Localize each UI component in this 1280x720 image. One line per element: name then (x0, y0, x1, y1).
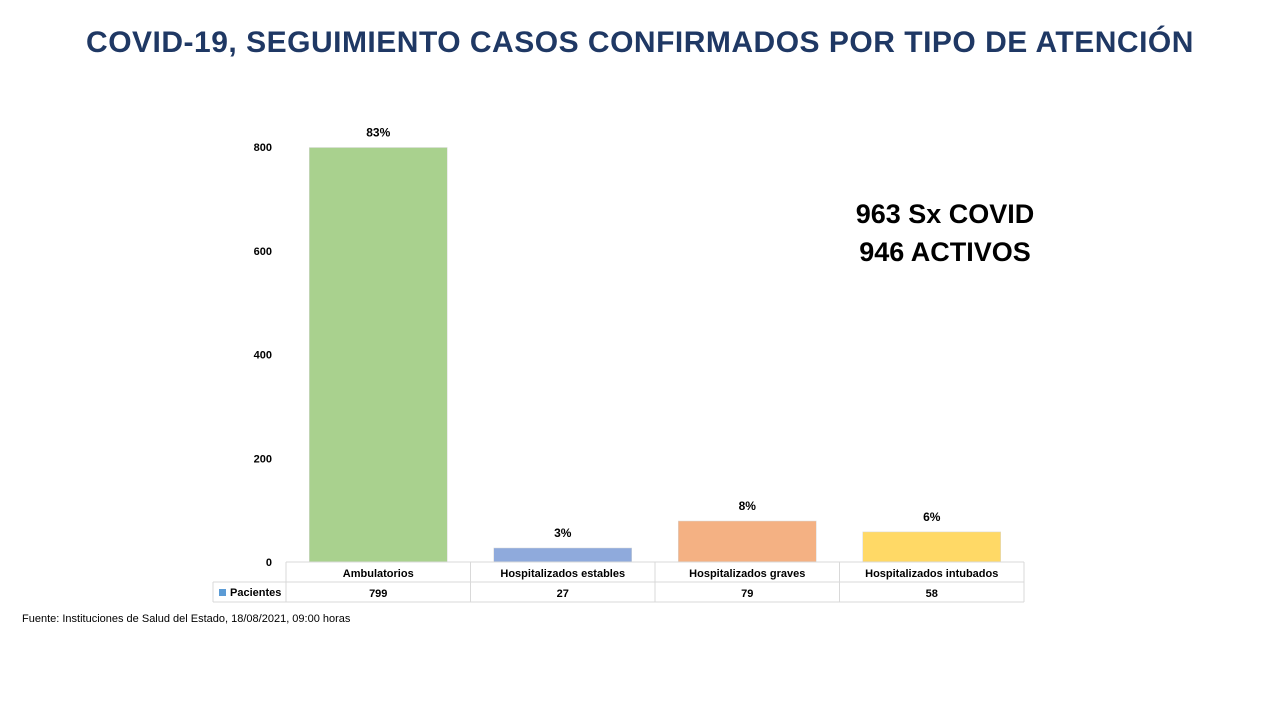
y-tick-label: 600 (254, 246, 272, 258)
data-label: 83% (366, 126, 390, 140)
table-value: 27 (557, 588, 569, 600)
y-tick-label: 0 (266, 557, 272, 569)
category-label: Hospitalizados intubados (865, 568, 998, 580)
category-label: Hospitalizados estables (500, 568, 625, 580)
bar (493, 547, 632, 563)
summary-active-cases: 946 ACTIVOS (859, 237, 1031, 267)
source-note: Fuente: Instituciones de Salud del Estad… (22, 613, 351, 625)
table-value: 58 (926, 588, 938, 600)
y-tick-label: 400 (254, 350, 272, 362)
category-label: Hospitalizados graves (689, 568, 805, 580)
summary-total-cases: 963 Sx COVID (855, 199, 1035, 229)
page-title: COVID-19, SEGUIMIENTO CASOS CONFIRMADOS … (86, 26, 1194, 59)
series-name: Pacientes (230, 587, 281, 599)
y-tick-label: 800 (254, 142, 272, 154)
bar (862, 531, 1001, 563)
data-label: 8% (739, 499, 757, 513)
table-value: 79 (741, 588, 753, 600)
bar (309, 147, 448, 563)
category-label: Ambulatorios (343, 568, 414, 580)
summary-box: 963 Sx COVID 946 ACTIVOS (800, 195, 1090, 271)
bar (678, 520, 817, 563)
data-label: 6% (923, 510, 941, 524)
table-value: 799 (369, 588, 387, 600)
y-tick-label: 200 (254, 453, 272, 465)
data-label: 3% (554, 526, 572, 540)
legend-key (219, 589, 226, 596)
